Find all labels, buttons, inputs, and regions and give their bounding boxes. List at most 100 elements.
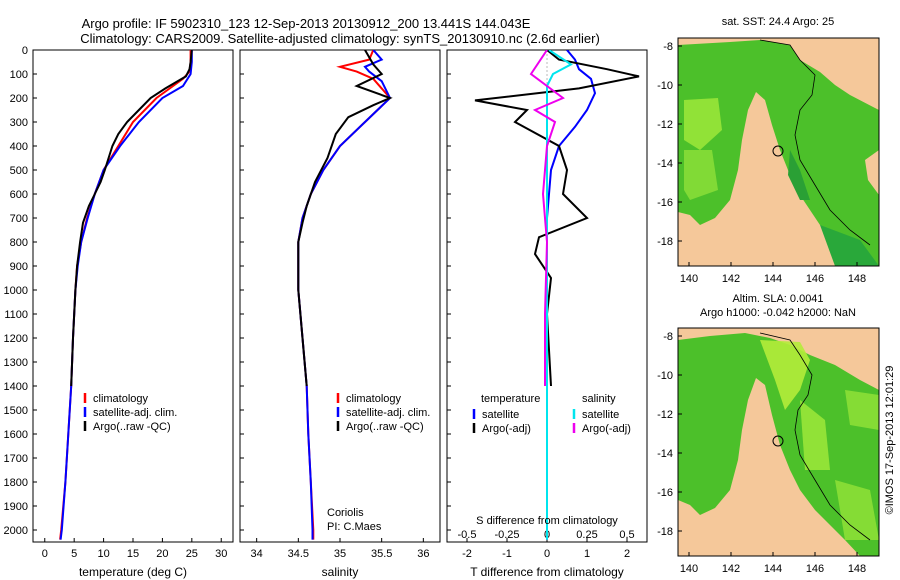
- map-sla-title-2: Argo h1000: -0.042 h2000: NaN: [700, 307, 856, 319]
- legend-label: Argo(..raw -QC): [93, 421, 171, 433]
- map-lat-label: -10: [657, 80, 673, 92]
- legend-title-temperature: temperature: [481, 393, 540, 405]
- legend-label: climatology: [346, 393, 402, 405]
- difference-legend: temperature salinity satellite Argo(-adj) sa…: [472, 393, 631, 435]
- series-line-2: [297, 50, 393, 387]
- map-sst-axes: -8 -10 -12 -14 -16 -18 140 142 144 146 148: [657, 41, 866, 285]
- depth-tick-label: 800: [10, 237, 28, 249]
- x-tick-label: -1: [502, 548, 512, 560]
- temperature-x-axis: 0 5 10 15 20 25 30: [42, 538, 227, 560]
- salinity-axes: [239, 49, 441, 543]
- map-sla-ocean: [678, 333, 879, 556]
- map-lat-label: -16: [657, 487, 673, 499]
- map-lon-label: 144: [764, 273, 782, 285]
- legend-label: Argo(-adj): [582, 423, 631, 435]
- x-tick-label: 20: [156, 548, 168, 560]
- depth-tick-label: 1000: [4, 285, 28, 297]
- map-lat-label: -8: [663, 331, 673, 343]
- difference-lines: [474, 50, 640, 540]
- depth-tick-label: 1900: [4, 501, 28, 513]
- x-tick-label: 35.5: [371, 548, 392, 560]
- depth-tick-label: 0: [22, 45, 28, 57]
- x-tick-label: 35: [334, 548, 346, 560]
- legend-label: satellite: [582, 409, 619, 421]
- map-sst-title: sat. SST: 24.4 Argo: 25: [722, 16, 835, 28]
- depth-tick-label: 1800: [4, 477, 28, 489]
- x-tick-label: 5: [71, 548, 77, 560]
- map-sst-ocean: [678, 40, 879, 266]
- map-lon-label: 146: [806, 563, 824, 575]
- depth-tick-label: 1400: [4, 381, 28, 393]
- x-tick-label: 25: [186, 548, 198, 560]
- map-lat-label: -18: [657, 526, 673, 538]
- temperature-lines: [59, 50, 193, 540]
- depth-tick-label: 1300: [4, 357, 28, 369]
- depth-tick-label: 900: [10, 261, 28, 273]
- map-lon-label: 142: [722, 273, 740, 285]
- salinity-x-axis: 34 34.5 35 35.5 36: [251, 538, 429, 560]
- map-sla-contour: [759, 332, 871, 541]
- depth-tick-label: 1200: [4, 333, 28, 345]
- map-lon-label: 140: [680, 273, 698, 285]
- series-line-3: [529, 50, 565, 386]
- depth-tick-label: 100: [10, 69, 28, 81]
- map-lat-label: -12: [657, 119, 673, 131]
- top-tick-label: 0.25: [576, 529, 597, 541]
- map-lat-label: -10: [657, 370, 673, 382]
- salinity-xlabel: salinity: [322, 565, 359, 579]
- x-tick-label: 0: [42, 548, 48, 560]
- map-lon-label: 148: [848, 273, 866, 285]
- depth-tick-label: 300: [10, 117, 28, 129]
- map-sla-argo-marker: [772, 435, 784, 447]
- depth-tick-label: 1700: [4, 453, 28, 465]
- legend-title-salinity: salinity: [582, 393, 616, 405]
- legend-label: Argo(..raw -QC): [346, 421, 424, 433]
- map-lat-label: -14: [657, 158, 673, 170]
- legend-label: satellite-adj. clim.: [93, 407, 177, 419]
- map-lat-label: -18: [657, 236, 673, 248]
- depth-tick-label: 200: [10, 93, 28, 105]
- depth-tick-label: 700: [10, 213, 28, 225]
- x-tick-label: 10: [97, 548, 109, 560]
- temperature-xlabel: temperature (deg C): [79, 565, 187, 579]
- series-line-1: [59, 50, 193, 540]
- x-tick-label: 1: [584, 548, 590, 560]
- legend-label: satellite-adj. clim.: [346, 407, 430, 419]
- map-lat-label: -8: [663, 41, 673, 53]
- depth-tick-label: 500: [10, 165, 28, 177]
- series-line-2: [70, 50, 193, 387]
- x-tick-label: 34: [251, 548, 263, 560]
- x-tick-label: 0: [544, 548, 550, 560]
- depth-tick-label: 1100: [4, 309, 28, 321]
- depth-tick-label: 1600: [4, 429, 28, 441]
- depth-tick-label: 400: [10, 141, 28, 153]
- map-sst-contour: [759, 39, 871, 246]
- top-tick-label: -0.25: [494, 529, 519, 541]
- salinity-annotation-pi: PI: C.Maes: [327, 521, 382, 533]
- depth-tick-label: 1500: [4, 405, 28, 417]
- map-lon-label: 146: [806, 273, 824, 285]
- depth-tick-label: 2000: [4, 525, 28, 537]
- x-tick-label: 15: [127, 548, 139, 560]
- salinity-lines: [297, 50, 393, 540]
- header-title-line2: Climatology: CARS2009. Satellite-adjuste…: [80, 31, 600, 46]
- x-tick-label: 2: [624, 548, 630, 560]
- top-tick-label: -0.5: [458, 529, 477, 541]
- salinity-annotation-coriolis: Coriolis: [327, 507, 364, 519]
- header-title-line1: Argo profile: IF 5902310_123 12-Sep-2013…: [82, 16, 531, 31]
- difference-xlabel-top: S difference from climatology: [476, 515, 618, 527]
- map-sla-title-1: Altim. SLA: 0.0041: [732, 293, 823, 305]
- map-lon-label: 148: [848, 563, 866, 575]
- x-tick-label: -2: [462, 548, 472, 560]
- map-lat-label: -14: [657, 448, 673, 460]
- x-tick-label: 36: [417, 548, 429, 560]
- map-sst: [678, 38, 879, 266]
- x-tick-label: 34.5: [288, 548, 309, 560]
- legend-label: climatology: [93, 393, 149, 405]
- map-lat-label: -12: [657, 409, 673, 421]
- top-tick-label: 0.5: [619, 529, 634, 541]
- map-lon-label: 144: [764, 563, 782, 575]
- map-sla: [678, 328, 879, 556]
- salinity-legend: climatology satellite-adj. clim. Argo(..ra…: [336, 393, 430, 433]
